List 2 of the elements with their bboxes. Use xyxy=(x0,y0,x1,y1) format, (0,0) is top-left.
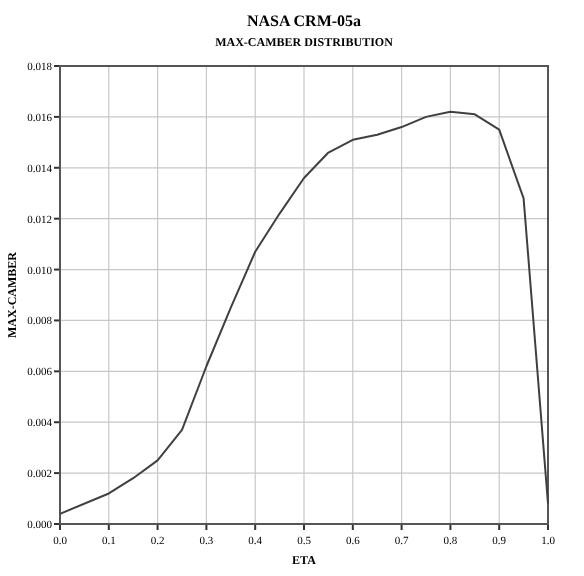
line-series xyxy=(59,110,549,515)
chart-title: NASA CRM-05a xyxy=(246,12,362,30)
